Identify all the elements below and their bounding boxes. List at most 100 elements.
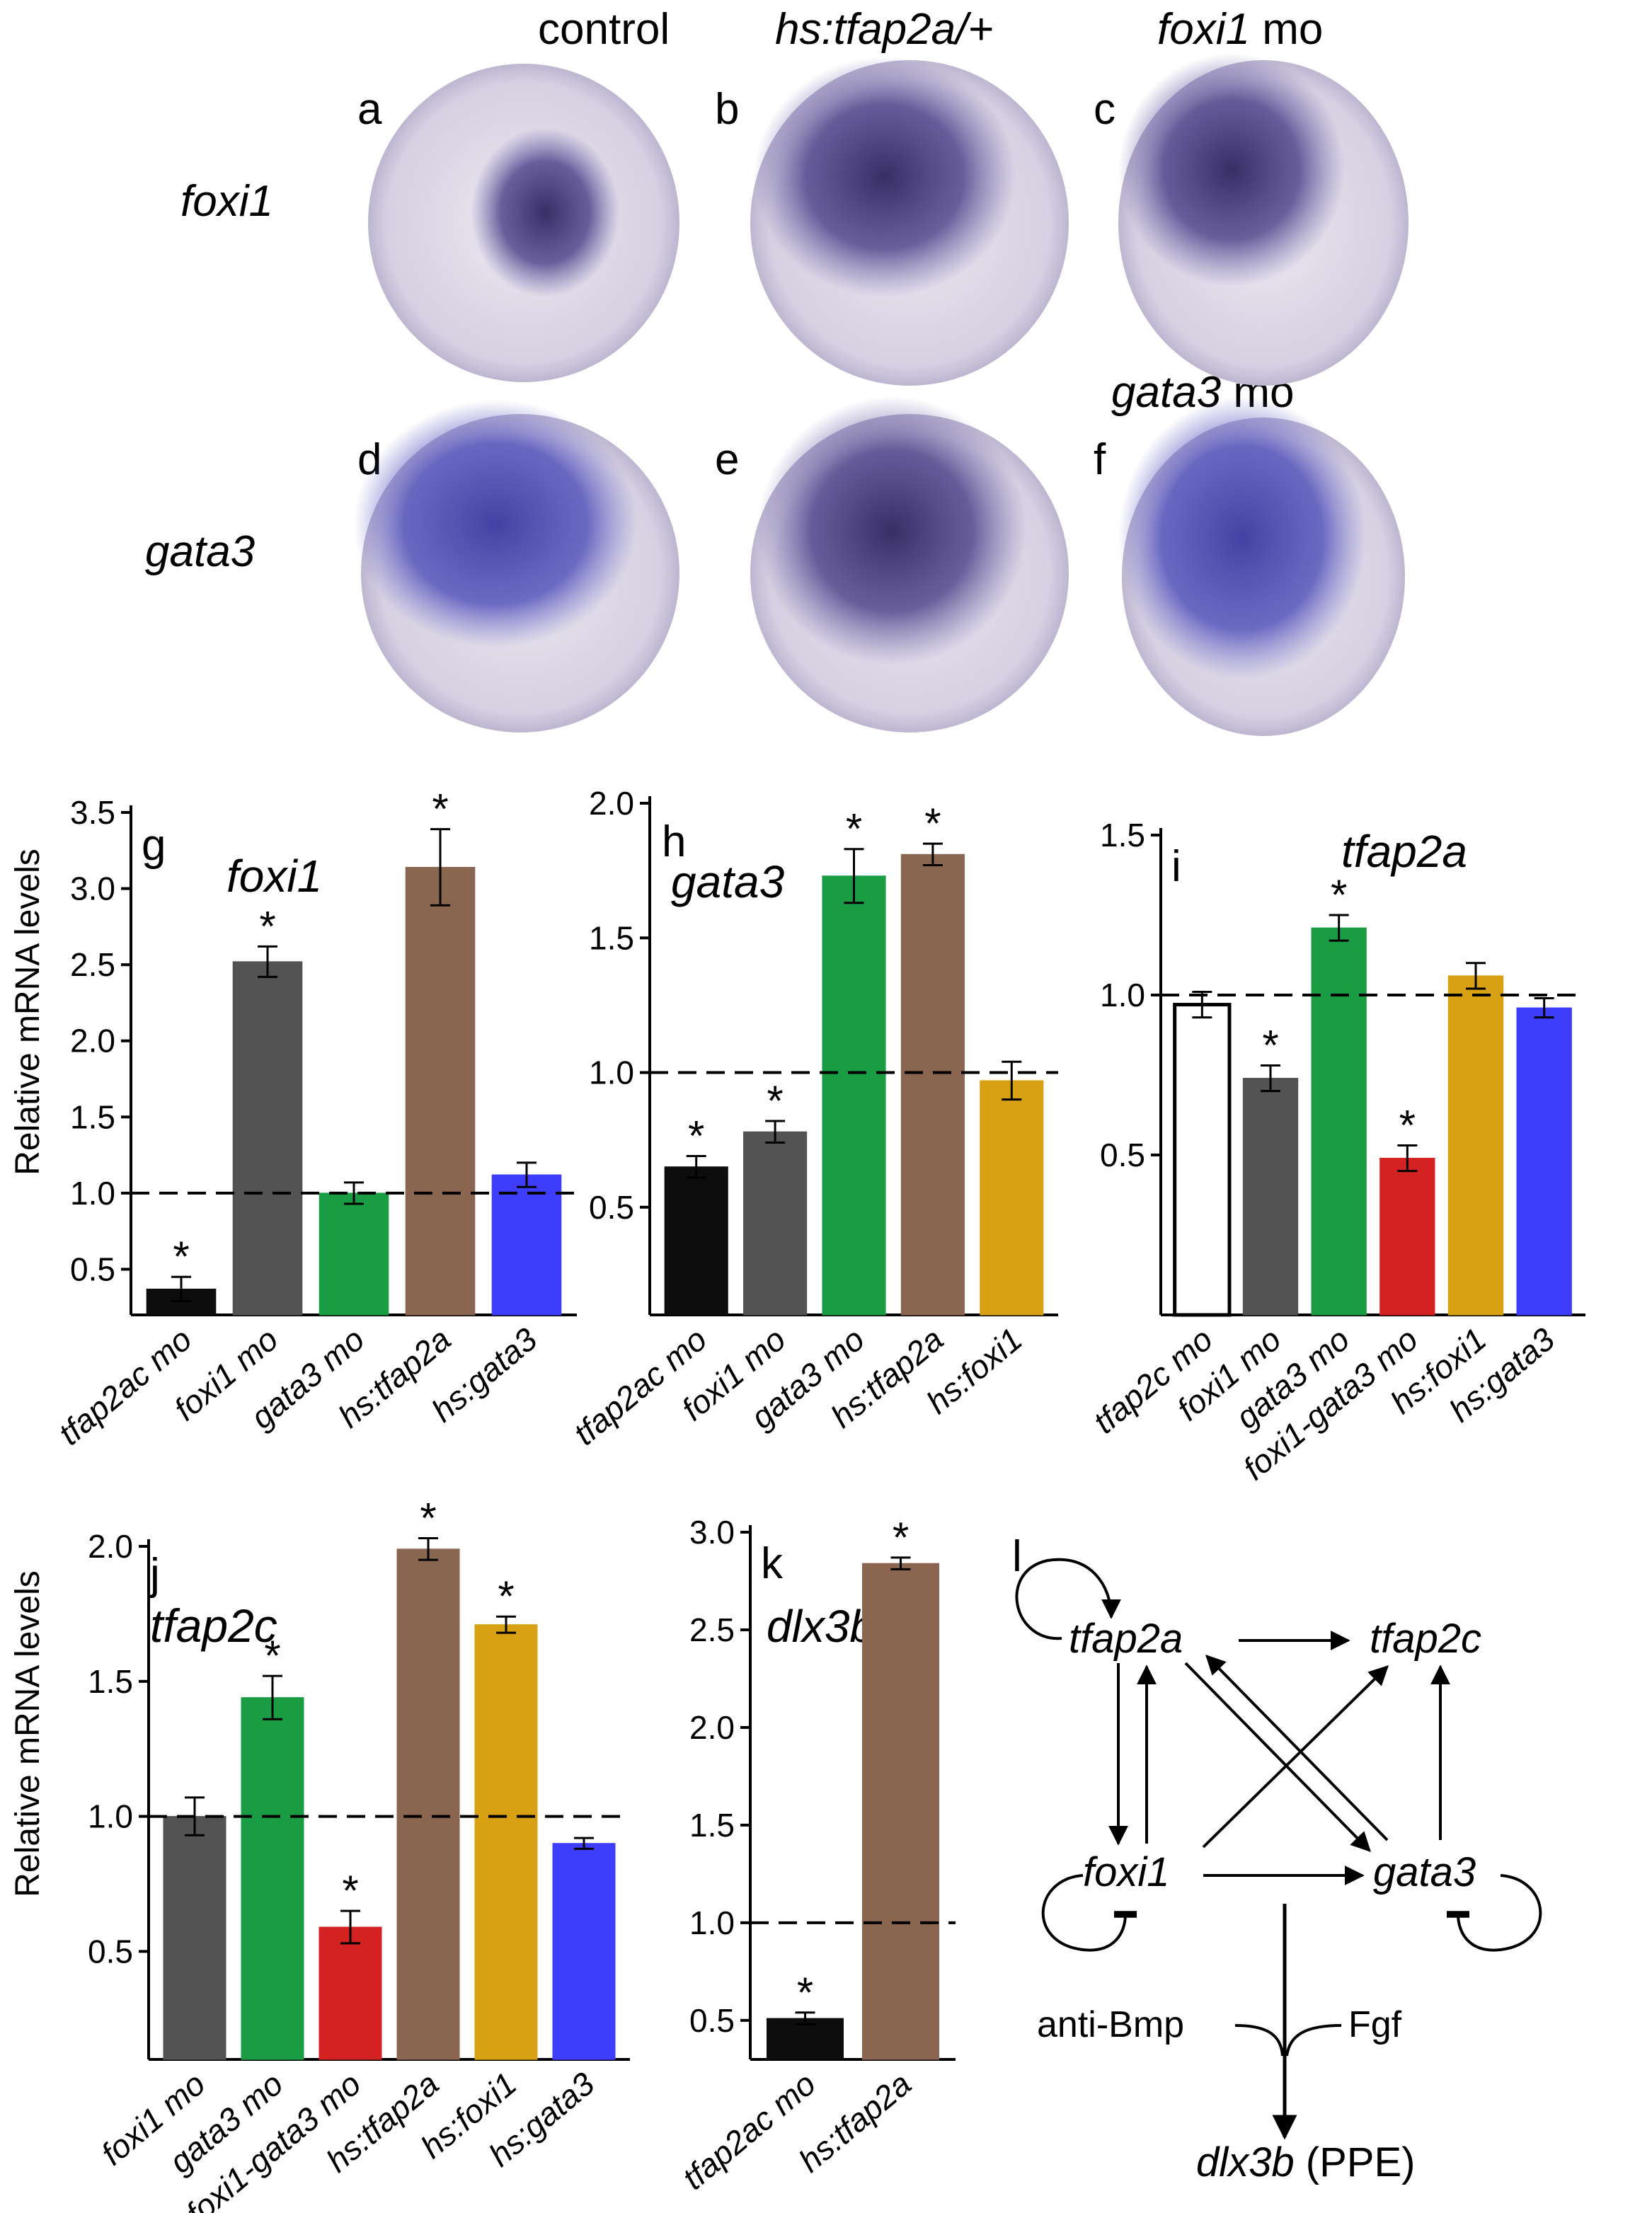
y-tick-label: 3.5 <box>70 794 115 831</box>
chart-title: tfap2c <box>150 1599 277 1652</box>
embryo-image-f <box>1118 396 1405 736</box>
chart-title: tfap2a <box>1341 826 1467 877</box>
row-label-foxi1: foxi1 <box>180 177 273 226</box>
panel-letter-i: i <box>1171 842 1181 891</box>
bar <box>743 1131 808 1316</box>
node-dlx3b: dlx3b <box>1196 2139 1295 2185</box>
bar <box>474 1624 538 2060</box>
edge-anti-bmp-join <box>1234 2024 1284 2057</box>
y-axis-label-top: Relative mRNA levels <box>9 849 47 1175</box>
embryo-image-b <box>750 57 1069 386</box>
y-tick-label: 0.5 <box>88 1933 133 1970</box>
y-tick-label: 2.0 <box>589 785 634 822</box>
y-tick-label: 0.5 <box>689 2002 735 2039</box>
panel-letter-b: b <box>715 85 739 134</box>
y-tick-label: 1.5 <box>70 1098 115 1135</box>
bar <box>1447 975 1504 1316</box>
panel-letter-k: k <box>761 1539 784 1588</box>
bar <box>1311 927 1367 1316</box>
y-tick-label: 1.5 <box>1100 817 1145 853</box>
node-foxi1: foxi1 <box>1083 1849 1170 1895</box>
bar <box>241 1697 304 2060</box>
y-axis-label-bottom: Relative mRNA levels <box>9 1570 47 1897</box>
panel-letter-l: l <box>1012 1532 1022 1581</box>
significance-asterisk: * <box>1331 871 1347 919</box>
x-tick-label: tfap2ac mo <box>52 1321 199 1452</box>
significance-asterisk: * <box>893 1514 909 1561</box>
y-tick-label: 1.0 <box>589 1054 634 1091</box>
edge-tfap2a-self <box>1015 1558 1121 1640</box>
edge-foxi1-tfap2c <box>1202 1665 1389 1849</box>
panel-letter-h: h <box>662 817 686 866</box>
significance-asterisk: * <box>797 1969 813 2016</box>
embryo-panels: control hs:tfap2a/+ foxi1 mo gata3 mo fo… <box>145 5 1409 736</box>
y-tick-label: 1.0 <box>1100 977 1145 1013</box>
edge-fgf-join <box>1285 2024 1342 2057</box>
bar <box>405 866 476 1316</box>
node-fgf: Fgf <box>1348 2004 1402 2045</box>
y-tick-label: 1.5 <box>88 1663 133 1700</box>
y-tick-label: 3.0 <box>70 870 115 907</box>
bar <box>232 961 303 1316</box>
y-tick-label: 1.5 <box>589 919 634 956</box>
panel-letter-e: e <box>715 435 739 484</box>
significance-asterisk: * <box>420 1495 436 1542</box>
bar <box>396 1548 460 2060</box>
column-header-foxi1-mo-suffix: mo <box>1262 5 1323 54</box>
embryo-image-a <box>368 64 679 382</box>
y-tick-label: 1.5 <box>689 1807 735 1844</box>
panel-letter-a: a <box>357 85 382 134</box>
edge-gata3-tfap2a <box>1205 1655 1389 1841</box>
significance-asterisk: * <box>1399 1101 1416 1149</box>
node-tfap2c: tfap2c <box>1370 1616 1481 1662</box>
panel-letter-g: g <box>142 821 166 870</box>
y-tick-label: 1.0 <box>70 1175 115 1212</box>
node-tfap2a: tfap2a <box>1069 1616 1183 1662</box>
column-header-foxi1-mo: foxi1 mo <box>1157 5 1323 54</box>
chart-title: foxi1 <box>226 851 322 902</box>
x-tick-label: tfap2ac mo <box>675 2065 822 2197</box>
node-dlx3b-ppe: dlx3b (PPE) <box>1196 2139 1415 2185</box>
significance-asterisk: * <box>259 902 275 950</box>
edge-gata3-self <box>1446 1874 1542 1952</box>
bar <box>319 1926 382 2060</box>
bar <box>1516 1007 1572 1316</box>
bar <box>163 1816 226 2060</box>
row-label-gata3: gata3 <box>145 527 255 576</box>
node-gata3: gata3 <box>1373 1849 1476 1895</box>
y-tick-label: 2.0 <box>689 1709 735 1746</box>
node-ppe: (PPE) <box>1306 2139 1416 2185</box>
column-header-tfap2a: hs:tfap2a/+ <box>775 5 994 54</box>
column-header-control: control <box>538 5 670 54</box>
y-tick-label: 2.0 <box>88 1528 133 1565</box>
edge-foxi1-self <box>1041 1874 1137 1952</box>
significance-asterisk: * <box>498 1573 514 1620</box>
panel-letter-j: j <box>149 1550 160 1599</box>
y-tick-label: 1.0 <box>88 1798 133 1835</box>
significance-asterisk: * <box>432 786 448 833</box>
significance-asterisk: * <box>924 800 941 847</box>
bar <box>552 1843 616 2060</box>
significance-asterisk: * <box>173 1233 189 1280</box>
column-header-foxi1-mo-gene: foxi1 <box>1157 5 1250 54</box>
y-tick-label: 0.5 <box>589 1189 634 1226</box>
significance-asterisk: * <box>264 1632 280 1679</box>
bar <box>491 1174 562 1316</box>
y-tick-label: 0.5 <box>70 1251 115 1287</box>
panel-letter-f: f <box>1094 435 1106 484</box>
bar <box>980 1080 1044 1316</box>
bar <box>1242 1078 1299 1316</box>
bar <box>862 1563 939 2060</box>
panel-letter-c: c <box>1094 85 1115 134</box>
y-tick-label: 0.5 <box>1100 1137 1145 1173</box>
embryo-image-c <box>1118 53 1409 386</box>
significance-asterisk: * <box>342 1867 358 1914</box>
y-tick-label: 2.5 <box>70 946 115 983</box>
y-tick-label: 3.0 <box>689 1514 735 1551</box>
